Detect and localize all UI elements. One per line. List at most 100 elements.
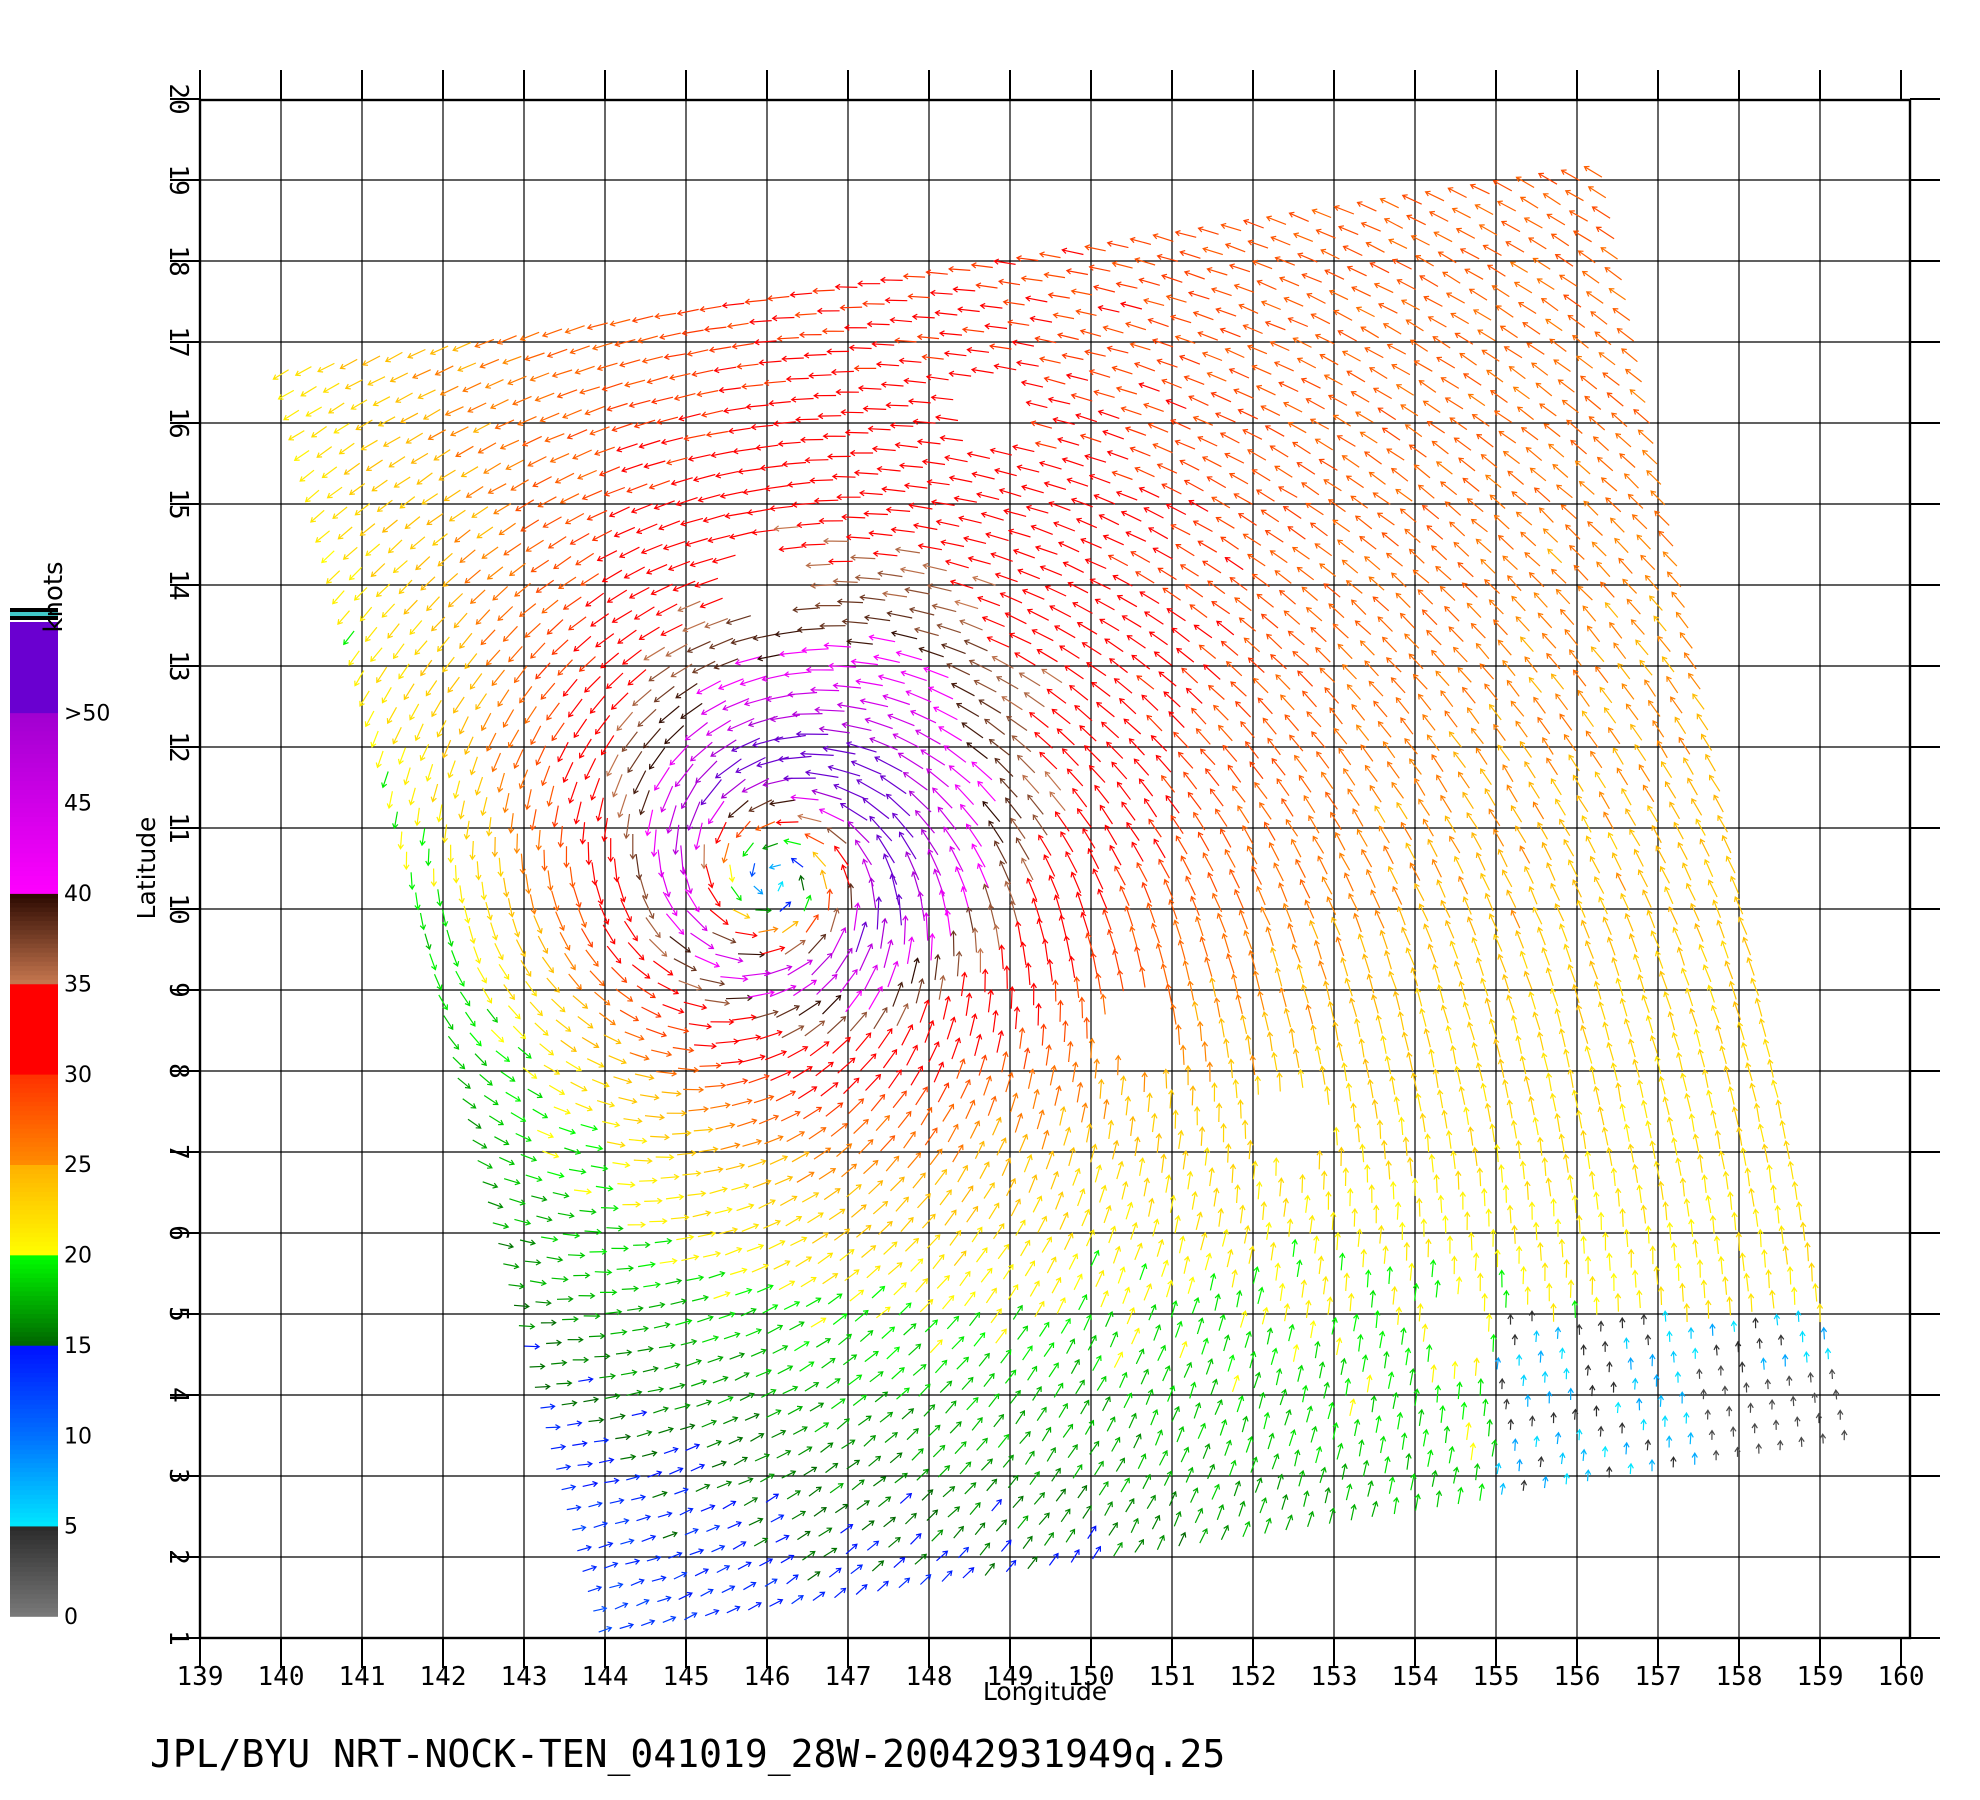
wind-vector xyxy=(1418,380,1437,393)
wind-vector xyxy=(1584,1255,1592,1275)
wind-vector xyxy=(487,1201,504,1209)
wind-vector xyxy=(877,570,903,578)
wind-vector xyxy=(1652,719,1665,738)
wind-vector xyxy=(885,793,911,817)
wind-vector xyxy=(1381,636,1398,653)
wind-vector xyxy=(525,980,537,997)
wind-vector xyxy=(627,942,645,961)
wind-vector xyxy=(1381,532,1399,547)
wind-vector xyxy=(1476,433,1494,448)
wind-vector xyxy=(1425,1238,1432,1258)
wind-vector xyxy=(884,297,908,304)
wind-vector xyxy=(1736,1126,1743,1146)
wind-vector xyxy=(1554,1007,1562,1027)
wind-vector xyxy=(873,1006,888,1030)
wind-vector xyxy=(861,1520,875,1531)
wind-vector xyxy=(773,525,799,532)
wind-vector xyxy=(1143,298,1165,306)
wind-vector xyxy=(787,691,818,698)
wind-vector xyxy=(436,804,443,823)
wind-vector xyxy=(910,957,920,984)
wind-vector xyxy=(1371,994,1379,1014)
wind-vector xyxy=(1099,1184,1107,1203)
wind-vector xyxy=(1203,664,1221,680)
wind-vector xyxy=(1274,966,1283,987)
wind-vector xyxy=(1601,1340,1609,1352)
wind-vector xyxy=(1022,1535,1033,1549)
wind-vector xyxy=(1197,1020,1204,1042)
wind-vector xyxy=(562,678,578,697)
wind-vector xyxy=(1603,706,1617,724)
colorbar-swatch xyxy=(10,640,58,646)
wind-vector xyxy=(464,736,474,756)
wind-vector xyxy=(999,777,1018,798)
colorbar-swatch xyxy=(10,1159,58,1165)
wind-vector xyxy=(1010,1092,1019,1113)
wind-vector xyxy=(650,583,673,596)
wind-vector xyxy=(1553,359,1571,372)
wind-vector xyxy=(1567,314,1586,328)
wind-vector xyxy=(1502,450,1520,465)
wind-vector xyxy=(1399,612,1416,629)
wind-vector xyxy=(775,1090,797,1102)
wind-vector xyxy=(1004,612,1027,625)
wind-vector xyxy=(524,706,537,725)
wind-vector xyxy=(1333,1126,1340,1146)
wind-vector xyxy=(598,1541,614,1549)
wind-vector xyxy=(1748,1187,1755,1207)
wind-vector xyxy=(1162,587,1181,601)
wind-vector xyxy=(777,755,812,763)
wind-vector xyxy=(1627,1356,1634,1370)
wind-vector xyxy=(446,929,454,947)
colorbar-swatch xyxy=(10,1579,58,1586)
wind-vector xyxy=(594,715,611,735)
wind-vector xyxy=(1333,727,1348,745)
wind-vector xyxy=(1292,650,1309,666)
wind-vector xyxy=(670,663,693,678)
wind-vector xyxy=(890,526,915,534)
wind-vector xyxy=(1093,1058,1100,1079)
wind-vector xyxy=(1228,1058,1235,1079)
wind-vector xyxy=(1837,1409,1844,1420)
wind-vector xyxy=(848,1098,865,1115)
wind-vector xyxy=(1131,841,1144,862)
wind-vector xyxy=(710,1018,735,1026)
wind-vector xyxy=(447,760,456,779)
wind-vector xyxy=(513,665,528,684)
wind-vector xyxy=(917,543,943,551)
wind-vector xyxy=(1511,595,1526,612)
wind-vector xyxy=(1537,612,1553,629)
wind-vector xyxy=(1313,1235,1320,1254)
wind-vector xyxy=(1319,667,1336,683)
wind-vector xyxy=(1049,791,1066,811)
wind-vector xyxy=(560,1039,577,1052)
wind-vector xyxy=(1197,226,1219,235)
wind-vector xyxy=(1491,285,1510,298)
wind-vector xyxy=(903,377,927,385)
wind-vector xyxy=(1358,1439,1365,1457)
wind-vector xyxy=(853,365,877,372)
wind-vector xyxy=(730,635,757,646)
wind-vector xyxy=(1670,1456,1677,1468)
wind-vector xyxy=(673,958,697,972)
wind-vector xyxy=(1738,916,1748,935)
wind-vector xyxy=(1294,1449,1301,1467)
colorbar-swatch xyxy=(10,1209,58,1215)
colorbar-swatch xyxy=(10,1548,58,1554)
wind-vector xyxy=(1202,1443,1211,1459)
wind-vector xyxy=(562,1316,579,1323)
wind-vector xyxy=(1190,895,1200,916)
wind-vector xyxy=(1372,492,1391,505)
wind-vector xyxy=(1528,885,1538,905)
wind-vector xyxy=(1368,471,1386,485)
wind-vector xyxy=(1462,1001,1471,1020)
wind-vector xyxy=(1666,675,1679,694)
wind-vector xyxy=(1556,484,1573,499)
wind-vector xyxy=(1545,318,1563,332)
wind-vector xyxy=(1667,1011,1676,1031)
wind-vector xyxy=(1129,236,1152,245)
wind-vector xyxy=(1210,287,1232,297)
wind-vector xyxy=(1396,279,1416,291)
wind-vector xyxy=(934,414,959,422)
wind-vector xyxy=(642,1366,659,1373)
